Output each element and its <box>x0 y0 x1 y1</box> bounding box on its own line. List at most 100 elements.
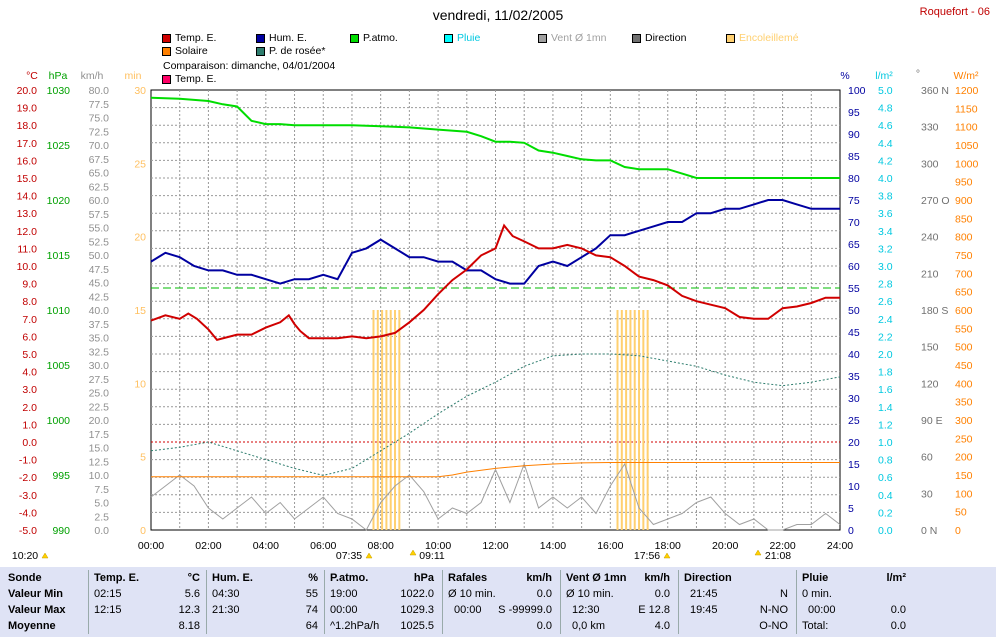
col-unit: l/m² <box>886 572 906 584</box>
axis-tick-time: 20:00 <box>712 540 738 552</box>
axis-tick-wm2: 1050 <box>955 140 979 152</box>
axis-tick-pct: 60 <box>848 261 860 273</box>
cell: 00:00 <box>454 604 482 616</box>
axis-tick-rain: 1.8 <box>878 367 893 379</box>
axis-tick-wm2: 950 <box>955 177 973 189</box>
axis-tick-hpa: 995 <box>52 470 70 482</box>
axis-tick-wm2: 450 <box>955 360 973 372</box>
table-col-hum: Hum. E.% 04:30 55 21:30 74 64 <box>212 567 322 637</box>
axis-tick-deg: 30 <box>921 488 933 500</box>
axis-tick-wm2: 750 <box>955 250 973 262</box>
axis-tick-deg: 0 N <box>921 525 937 537</box>
series-solar <box>151 462 840 478</box>
legend-label: Encoleillemé <box>739 32 799 44</box>
cell: 74 <box>305 604 318 616</box>
axis-tick-time: 22:00 <box>769 540 795 552</box>
axis-tick-time: 08:00 <box>368 540 394 552</box>
axis-tick-rain: 0.8 <box>878 455 893 467</box>
axis-tick-hpa: 1000 <box>47 415 71 427</box>
comparison-label: Comparaison: dimanche, 04/01/2004 <box>163 60 336 72</box>
table-col-direction: Direction 21:45 N 19:45 N-NO O-NO <box>684 567 790 637</box>
axis-tick-wm2: 650 <box>955 287 973 299</box>
axis-tick-time: 14:00 <box>540 540 566 552</box>
cell: 02:15 <box>94 588 122 600</box>
axis-tick-min: 25 <box>134 158 146 170</box>
col-unit: hPa <box>413 572 434 584</box>
axis-tick-rain: 1.0 <box>878 437 893 449</box>
legend-item: Encoleillemé <box>726 32 799 44</box>
table-col-rafales: Rafales km/h Ø 10 min. 0.0 00:00 S -99999.0… <box>448 567 554 637</box>
axis-tick-temp: 10.0 <box>17 261 38 273</box>
axis-tick-wm2: 600 <box>955 305 973 317</box>
legend-swatch <box>162 74 171 84</box>
axis-tick-deg: 330 <box>921 122 939 134</box>
marker-label: 21:08 <box>765 550 791 562</box>
axis-tick-time: 12:00 <box>482 540 508 552</box>
cell: 19:00 <box>330 588 358 600</box>
cell: O-NO <box>759 620 788 632</box>
cell: Ø 10 min. <box>448 588 496 600</box>
axis-tick-kmh: 40.0 <box>89 305 110 317</box>
axis-tick-rain: 1.6 <box>878 384 893 396</box>
axis-tick-time: 18:00 <box>655 540 681 552</box>
axis-unit-wm2: W/m² <box>953 70 979 82</box>
axis-unit-min: min <box>125 70 142 82</box>
axis-tick-time: 00:00 <box>138 540 164 552</box>
row-label: Moyenne <box>8 620 56 632</box>
legend-row-1: Temp. E. Hum. E. P.atmo. Pluie Vent Ø 1mn Dir… <box>162 32 862 46</box>
axis-tick-time: 16:00 <box>597 540 623 552</box>
legend-item: Solaire <box>162 45 208 57</box>
axis-tick-wm2: 1000 <box>955 158 979 170</box>
axis-tick-deg: 60 <box>921 452 933 464</box>
axis-tick-temp: 19.0 <box>17 103 38 115</box>
col-unit: km/h <box>644 572 670 584</box>
axis-tick-temp: 11.0 <box>17 243 37 255</box>
axis-unit-hpa: hPa <box>49 70 68 82</box>
axis-tick-pct: 90 <box>848 129 860 141</box>
axis-tick-rain: 2.2 <box>878 331 893 343</box>
cell: 19:45 <box>690 604 718 616</box>
cell: 12.3 <box>178 604 200 616</box>
axis-tick-kmh: 30.0 <box>89 360 110 372</box>
legend-label: Solaire <box>175 45 208 57</box>
table-col-temp: Temp. E. °C 02:15 5.6 12:15 12.3 8.18 <box>94 567 204 637</box>
axis-tick-temp: 15.0 <box>17 173 38 185</box>
axis-tick-kmh: 80.0 <box>89 85 110 97</box>
axis-tick-pct: 85 <box>848 151 860 163</box>
table-col-vent: Vent Ø 1mn km/h Ø 10 min. 0.0 12:30 E 12.8 … <box>566 567 672 637</box>
axis-tick-time: 24:00 <box>827 540 853 552</box>
cell: 0.0 <box>536 588 552 600</box>
col-header: Rafales <box>448 572 488 584</box>
marker-label: 10:20 <box>12 550 38 562</box>
legend-label: Temp. E. <box>175 32 217 44</box>
axis-tick-deg: 150 <box>921 342 939 354</box>
sun-marker-icon <box>41 552 49 559</box>
row-label: Valeur Min <box>8 588 64 600</box>
axis-tick-min: 20 <box>134 232 146 244</box>
axis-tick-kmh: 0.0 <box>94 525 109 537</box>
axis-tick-kmh: 27.5 <box>89 374 110 386</box>
axis-tick-hpa: 1025 <box>47 140 71 152</box>
axis-tick-pct: 20 <box>848 437 860 449</box>
axis-tick-wm2: 100 <box>955 488 973 500</box>
axis-tick-rain: 4.0 <box>878 173 893 185</box>
axis-tick-temp: 14.0 <box>17 191 38 203</box>
axis-tick-kmh: 50.0 <box>89 250 110 262</box>
axis-tick-temp: 3.0 <box>22 384 37 396</box>
legend-item: Temp. E. <box>162 32 216 44</box>
axis-tick-wm2: 350 <box>955 397 973 409</box>
axis-tick-kmh: 15.0 <box>89 443 110 455</box>
axis-tick-pct: 40 <box>848 349 860 361</box>
axis-tick-wm2: 500 <box>955 342 973 354</box>
axis-tick-rain: 0.0 <box>878 525 893 537</box>
axis-tick-pct: 30 <box>848 393 860 405</box>
axis-tick-wm2: 0 <box>955 525 961 537</box>
axis-tick-rain: 2.8 <box>878 279 893 291</box>
axis-tick-kmh: 47.5 <box>89 264 110 276</box>
col-header: Pluie <box>802 572 829 584</box>
axis-tick-pct: 0 <box>848 525 854 537</box>
axis-tick-wm2: 1200 <box>955 85 979 97</box>
cell: Total: <box>802 620 829 632</box>
table-row-labels: Sonde Valeur Min Valeur Max Moyenne <box>8 567 88 637</box>
axis-tick-temp: 13.0 <box>17 208 38 220</box>
